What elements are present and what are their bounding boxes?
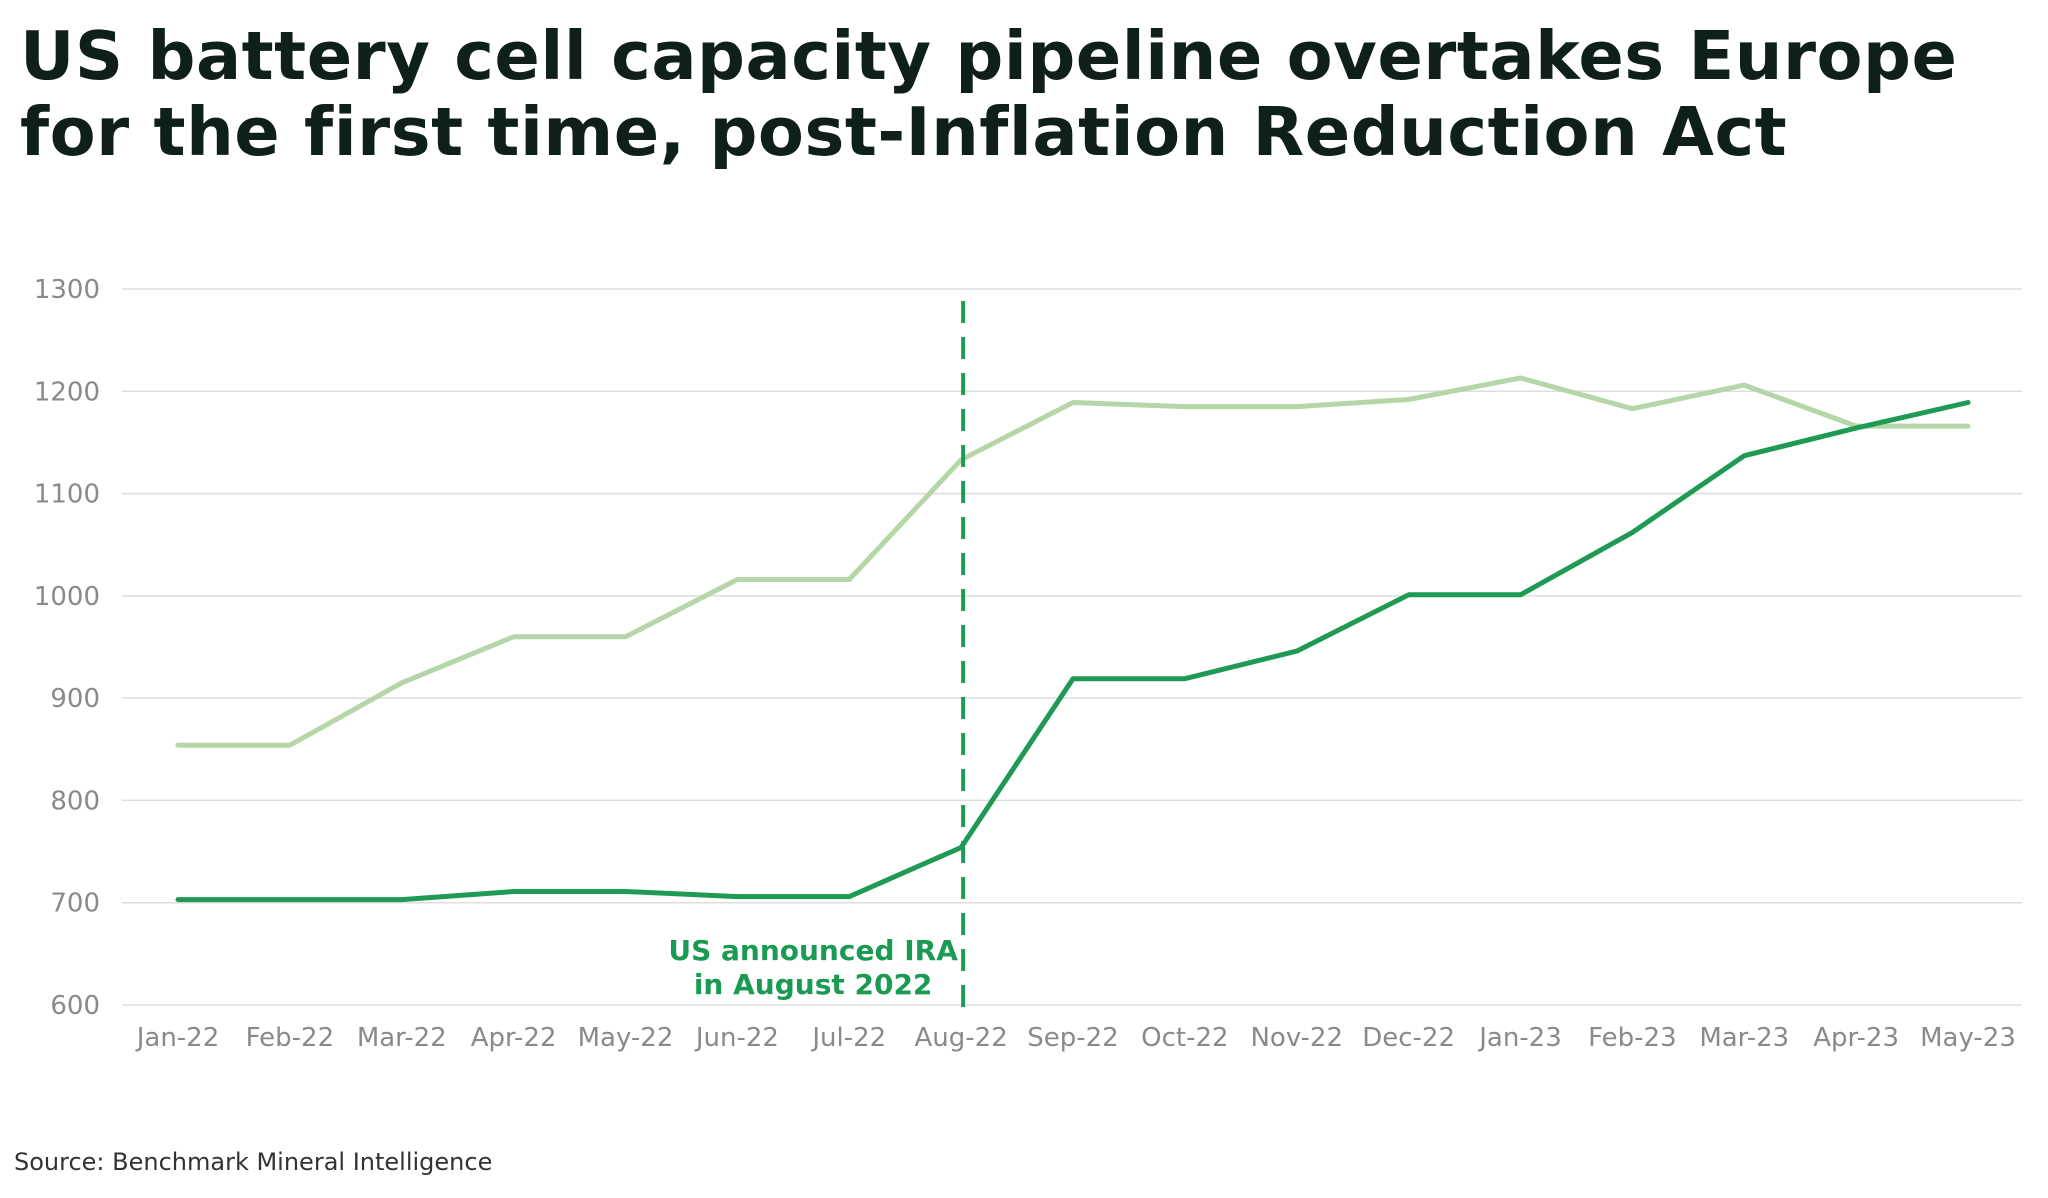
x-tick-label: Mar-23 (1699, 1023, 1789, 1053)
y-tick-label: 1100 (34, 480, 100, 510)
x-tick-label: May-22 (578, 1023, 674, 1053)
chart-title-line-2: for the first time, post-Inflation Reduc… (20, 93, 1788, 171)
y-tick-label: 1000 (34, 582, 100, 612)
x-tick-label: Jul-22 (810, 1023, 886, 1053)
ira-annotation-text-line-2: in August 2022 (694, 968, 933, 1001)
x-tick-label: Sep-22 (1027, 1023, 1118, 1053)
x-axis-tick-labels: Jan-22 Feb-22 Mar-22 Apr-22 May-22 Jun-22 Jul-… (135, 1023, 2016, 1053)
y-tick-label: 1300 (34, 275, 100, 305)
source-note: Source: Benchmark Mineral Intelligence (14, 1148, 493, 1176)
x-tick-label: Feb-22 (246, 1023, 335, 1053)
x-tick-label: Feb-23 (1588, 1023, 1677, 1053)
y-tick-label: 700 (50, 889, 100, 919)
series-line-1 (175, 375, 1971, 748)
x-tick-label: Nov-22 (1250, 1023, 1343, 1053)
x-tick-label: Oct-22 (1141, 1023, 1228, 1053)
chart-title-line-1: US battery cell capacity pipeline overta… (20, 17, 1958, 95)
x-tick-label: Apr-22 (471, 1023, 557, 1053)
series-lines (175, 375, 1971, 903)
ira-annotation-text-line-1: US announced IRA (668, 934, 958, 967)
y-axis-tick-labels: 600 700 800 900 1000 1100 1200 1300 (34, 275, 100, 1021)
y-tick-label: 800 (50, 786, 100, 816)
x-tick-label: Dec-22 (1362, 1023, 1455, 1053)
x-tick-label: Jan-22 (135, 1023, 220, 1053)
x-tick-label: Apr-23 (1813, 1023, 1899, 1053)
x-tick-label: Mar-22 (357, 1023, 447, 1053)
x-tick-label: Jan-23 (1477, 1023, 1562, 1053)
x-tick-label: May-23 (1920, 1023, 2016, 1053)
x-tick-label: Jun-22 (694, 1023, 779, 1053)
y-tick-label: 900 (50, 684, 100, 714)
chart-title: US battery cell capacity pipeline overta… (20, 18, 2020, 170)
y-tick-label: 1200 (34, 377, 100, 407)
series-line-2 (175, 400, 1971, 903)
y-tick-label: 600 (50, 991, 100, 1021)
x-tick-label: Aug-22 (915, 1023, 1008, 1053)
